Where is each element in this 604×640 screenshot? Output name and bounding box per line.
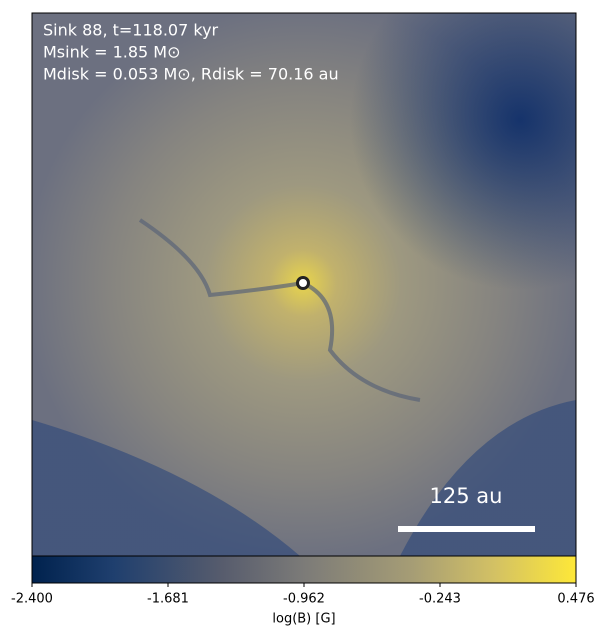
- scale-bar-label: 125 au: [430, 484, 503, 508]
- colorbar-tick-label: -0.243: [419, 592, 461, 607]
- colorbar-tick-label: 0.476: [557, 592, 594, 607]
- colorbar-label: log(B) [G]: [272, 612, 335, 627]
- annotation: Msink = 1.85 M⊙: [43, 43, 181, 62]
- annotation: Mdisk = 0.053 M⊙, Rdisk = 70.16 au: [43, 65, 339, 84]
- colorbar-tick-label: -2.400: [11, 592, 53, 607]
- colorbar: [31, 555, 577, 584]
- colorbar-tick-label: -1.681: [147, 592, 189, 607]
- sink-marker: [296, 276, 310, 290]
- scale-bar: [398, 526, 535, 532]
- annotation: Sink 88, t=118.07 kyr: [43, 21, 219, 40]
- colorbar-tick-label: -0.962: [283, 592, 325, 607]
